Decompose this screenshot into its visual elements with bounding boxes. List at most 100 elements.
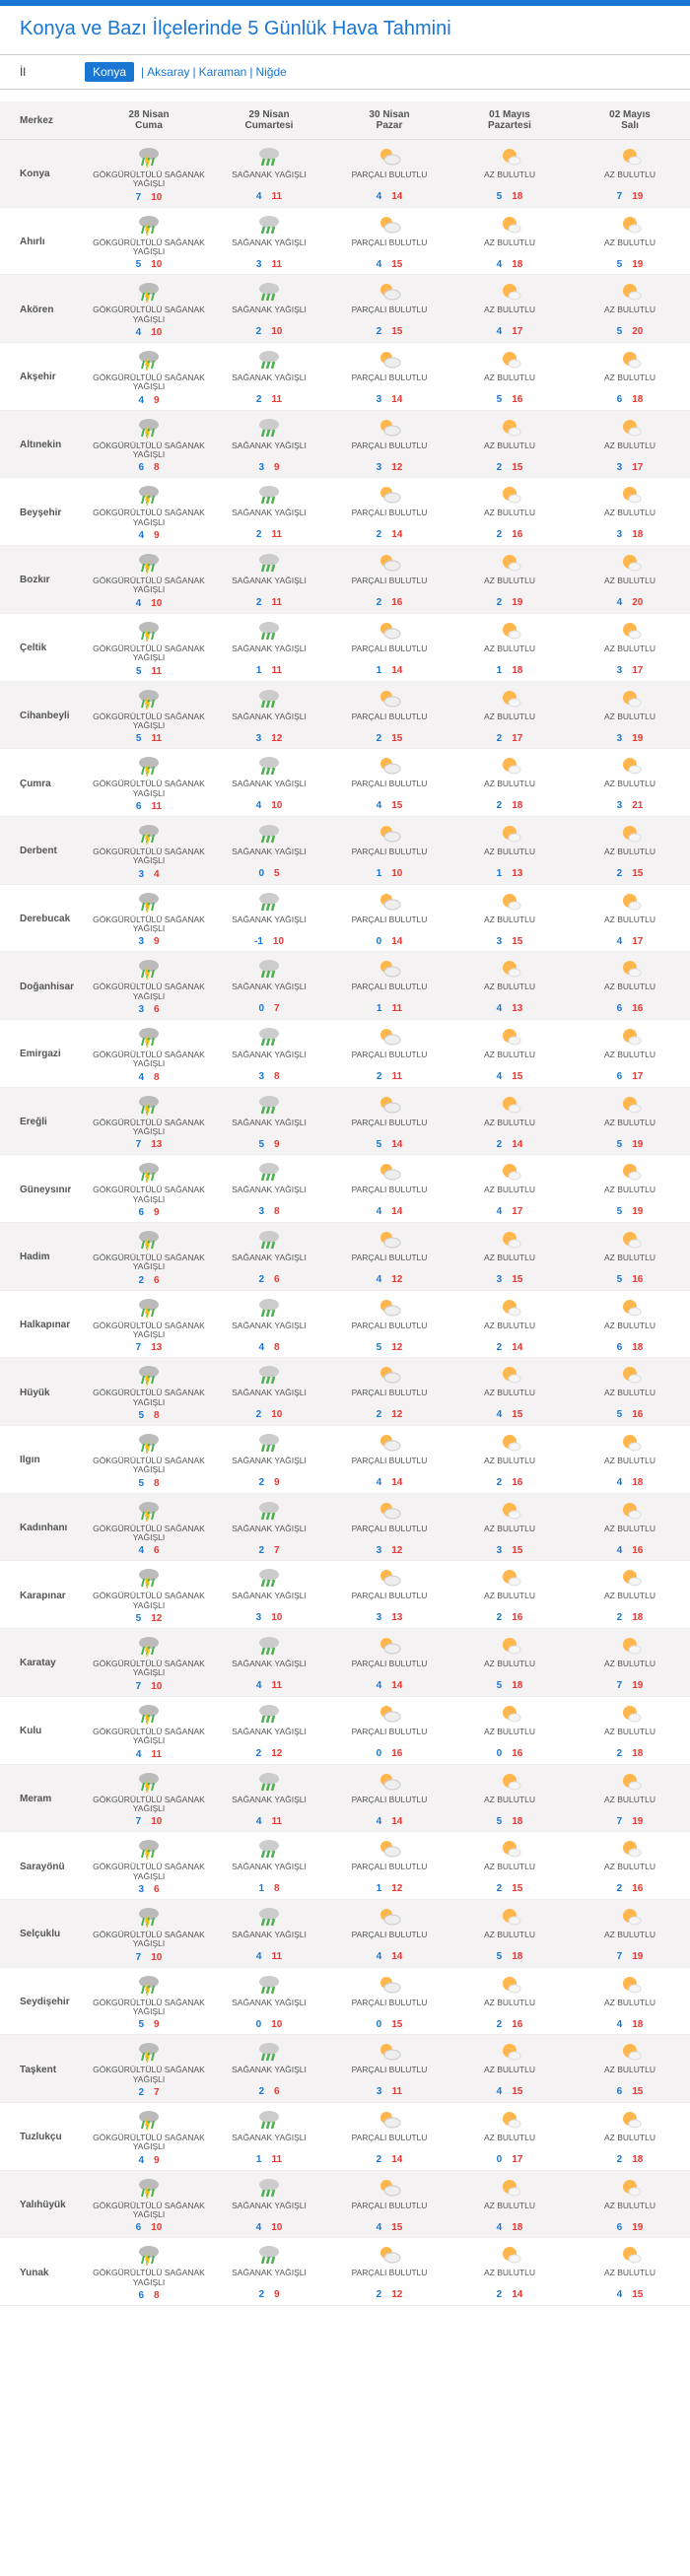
temp-min: 5	[497, 394, 503, 405]
condition-label: AZ BULUTLU	[574, 712, 686, 730]
condition-label: GÖKGÜRÜLTÜLÜ SAĞANAK YAĞIŞLI	[93, 441, 205, 460]
location-name[interactable]: Seydişehir	[0, 1967, 89, 2035]
condition-label: GÖKGÜRÜLTÜLÜ SAĞANAK YAĞIŞLI	[93, 1796, 205, 1814]
location-name[interactable]: Meram	[0, 1764, 89, 1832]
thunder-icon	[136, 1229, 162, 1251]
location-name[interactable]: Yalıhüyük	[0, 2170, 89, 2238]
location-name[interactable]: Altınekin	[0, 410, 89, 478]
few-clouds-icon	[497, 146, 522, 168]
partly-cloudy-icon	[377, 1026, 402, 1048]
temps: 216	[574, 1883, 686, 1894]
location-name[interactable]: Tuzlukçu	[0, 2102, 89, 2170]
temp-max: 18	[632, 1342, 643, 1353]
forecast-cell: PARÇALI BULUTLU215	[329, 275, 449, 343]
location-name[interactable]: Akşehir	[0, 343, 89, 411]
temps: 415	[453, 2086, 566, 2097]
location-name[interactable]: Sarayönü	[0, 1832, 89, 1900]
temp-min: 6	[136, 801, 142, 812]
temp-max: 11	[271, 259, 282, 270]
temp-max: 15	[391, 259, 402, 270]
forecast-cell: SAĞANAK YAĞIŞLI111	[209, 613, 329, 681]
forecast-cell: SAĞANAK YAĞIŞLI410	[209, 2170, 329, 2238]
temp-min: 2	[497, 733, 503, 744]
temp-max: 18	[512, 2222, 522, 2233]
location-name[interactable]: Akören	[0, 275, 89, 343]
location-name[interactable]: Kadınhanı	[0, 1493, 89, 1561]
temp-max: 12	[391, 1342, 402, 1353]
temps: 719	[574, 1816, 686, 1827]
few-clouds-icon	[497, 552, 522, 574]
temp-min: 3	[138, 1004, 144, 1015]
location-name[interactable]: Hüyük	[0, 1358, 89, 1426]
forecast-cell: PARÇALI BULUTLU314	[329, 343, 449, 411]
location-name[interactable]: Halkapınar	[0, 1290, 89, 1358]
location-name[interactable]: Güneysınır	[0, 1155, 89, 1223]
temp-max: 6	[154, 1545, 160, 1556]
location-name[interactable]: Beyşehir	[0, 478, 89, 546]
condition-label: PARÇALI BULUTLU	[333, 1186, 446, 1203]
location-name[interactable]: Ilgın	[0, 1426, 89, 1494]
forecast-cell: PARÇALI BULUTLU112	[329, 1832, 449, 1900]
province-tab-aksaray[interactable]: Aksaray	[147, 65, 189, 79]
location-name[interactable]: Doğanhisar	[0, 952, 89, 1020]
temp-min: 4	[256, 1680, 262, 1691]
location-name[interactable]: Ereğli	[0, 1087, 89, 1155]
condition-label: AZ BULUTLU	[453, 2066, 566, 2083]
condition-label: AZ BULUTLU	[574, 915, 686, 933]
temps: 516	[574, 1274, 686, 1285]
temp-min: 4	[377, 1816, 382, 1827]
temps: 617	[574, 1071, 686, 1082]
forecast-cell: AZ BULUTLU619	[570, 2170, 690, 2238]
temp-max: 12	[271, 1748, 282, 1759]
temps: 216	[453, 1477, 566, 1488]
location-name[interactable]: Ahırlı	[0, 207, 89, 275]
temp-min: 1	[256, 2154, 262, 2165]
condition-label: AZ BULUTLU	[453, 1525, 566, 1542]
rain-icon	[256, 688, 282, 710]
forecast-cell: SAĞANAK YAĞIŞLI211	[209, 546, 329, 614]
temp-min: 4	[497, 2086, 503, 2097]
location-name[interactable]: Taşkent	[0, 2035, 89, 2103]
date-label: 28 Nisan	[93, 109, 205, 120]
location-name[interactable]: Cihanbeyli	[0, 681, 89, 749]
condition-label: AZ BULUTLU	[574, 780, 686, 797]
partly-cloudy-icon	[377, 1906, 402, 1928]
province-tab-konya[interactable]: Konya	[85, 62, 134, 82]
location-name[interactable]: Konya	[0, 140, 89, 208]
location-name[interactable]: Derbent	[0, 816, 89, 884]
temps: 016	[453, 1748, 566, 1759]
temps: 114	[333, 665, 446, 676]
temps: 519	[574, 259, 686, 270]
table-row: DerbentGÖKGÜRÜLTÜLÜ SAĞANAK YAĞIŞLI34SAĞ…	[0, 816, 690, 884]
location-name[interactable]: Kulu	[0, 1696, 89, 1764]
location-name[interactable]: Selçuklu	[0, 1899, 89, 1967]
location-name[interactable]: Karatay	[0, 1629, 89, 1697]
forecast-cell: AZ BULUTLU321	[570, 749, 690, 817]
location-name[interactable]: Bozkır	[0, 546, 89, 614]
temp-min: 2	[138, 2087, 144, 2098]
province-tab-karaman[interactable]: Karaman	[199, 65, 247, 79]
forecast-cell: GÖKGÜRÜLTÜLÜ SAĞANAK YAĞIŞLI410	[89, 275, 209, 343]
forecast-cell: AZ BULUTLU017	[449, 2102, 570, 2170]
temps: 48	[93, 1072, 205, 1083]
day-label: Cuma	[93, 120, 205, 131]
location-name[interactable]: Derebucak	[0, 884, 89, 952]
temp-min: 5	[617, 326, 623, 337]
location-name[interactable]: Karapınar	[0, 1561, 89, 1629]
location-name[interactable]: Hadim	[0, 1223, 89, 1291]
location-name[interactable]: Çumra	[0, 749, 89, 817]
province-tab-niğde[interactable]: Niğde	[255, 65, 286, 79]
temps: 414	[333, 1680, 446, 1691]
temps: 611	[93, 801, 205, 812]
location-name[interactable]: Çeltik	[0, 613, 89, 681]
forecast-cell: SAĞANAK YAĞIŞLI111	[209, 2102, 329, 2170]
forecast-cell: AZ BULUTLU519	[570, 207, 690, 275]
temp-max: 11	[271, 529, 282, 540]
forecast-cell: SAĞANAK YAĞIŞLI26	[209, 1223, 329, 1291]
location-name[interactable]: Yunak	[0, 2238, 89, 2306]
temps: 713	[93, 1342, 205, 1353]
temps: 113	[453, 868, 566, 879]
temps: 512	[333, 1342, 446, 1353]
condition-label: AZ BULUTLU	[453, 1728, 566, 1745]
location-name[interactable]: Emirgazi	[0, 1019, 89, 1087]
